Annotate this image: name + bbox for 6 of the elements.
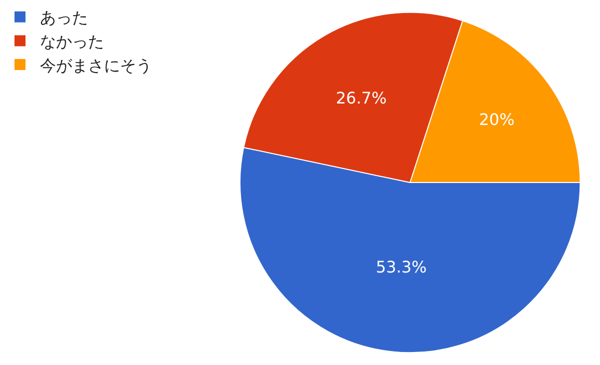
data-label: 53.3%	[376, 258, 427, 277]
legend-label: あった	[40, 8, 88, 28]
legend-label: なかった	[40, 32, 104, 51]
data-label: 20%	[478, 110, 515, 130]
data-label: 26.7%	[336, 88, 387, 108]
legend-label: 今がまさにそう	[40, 56, 152, 75]
